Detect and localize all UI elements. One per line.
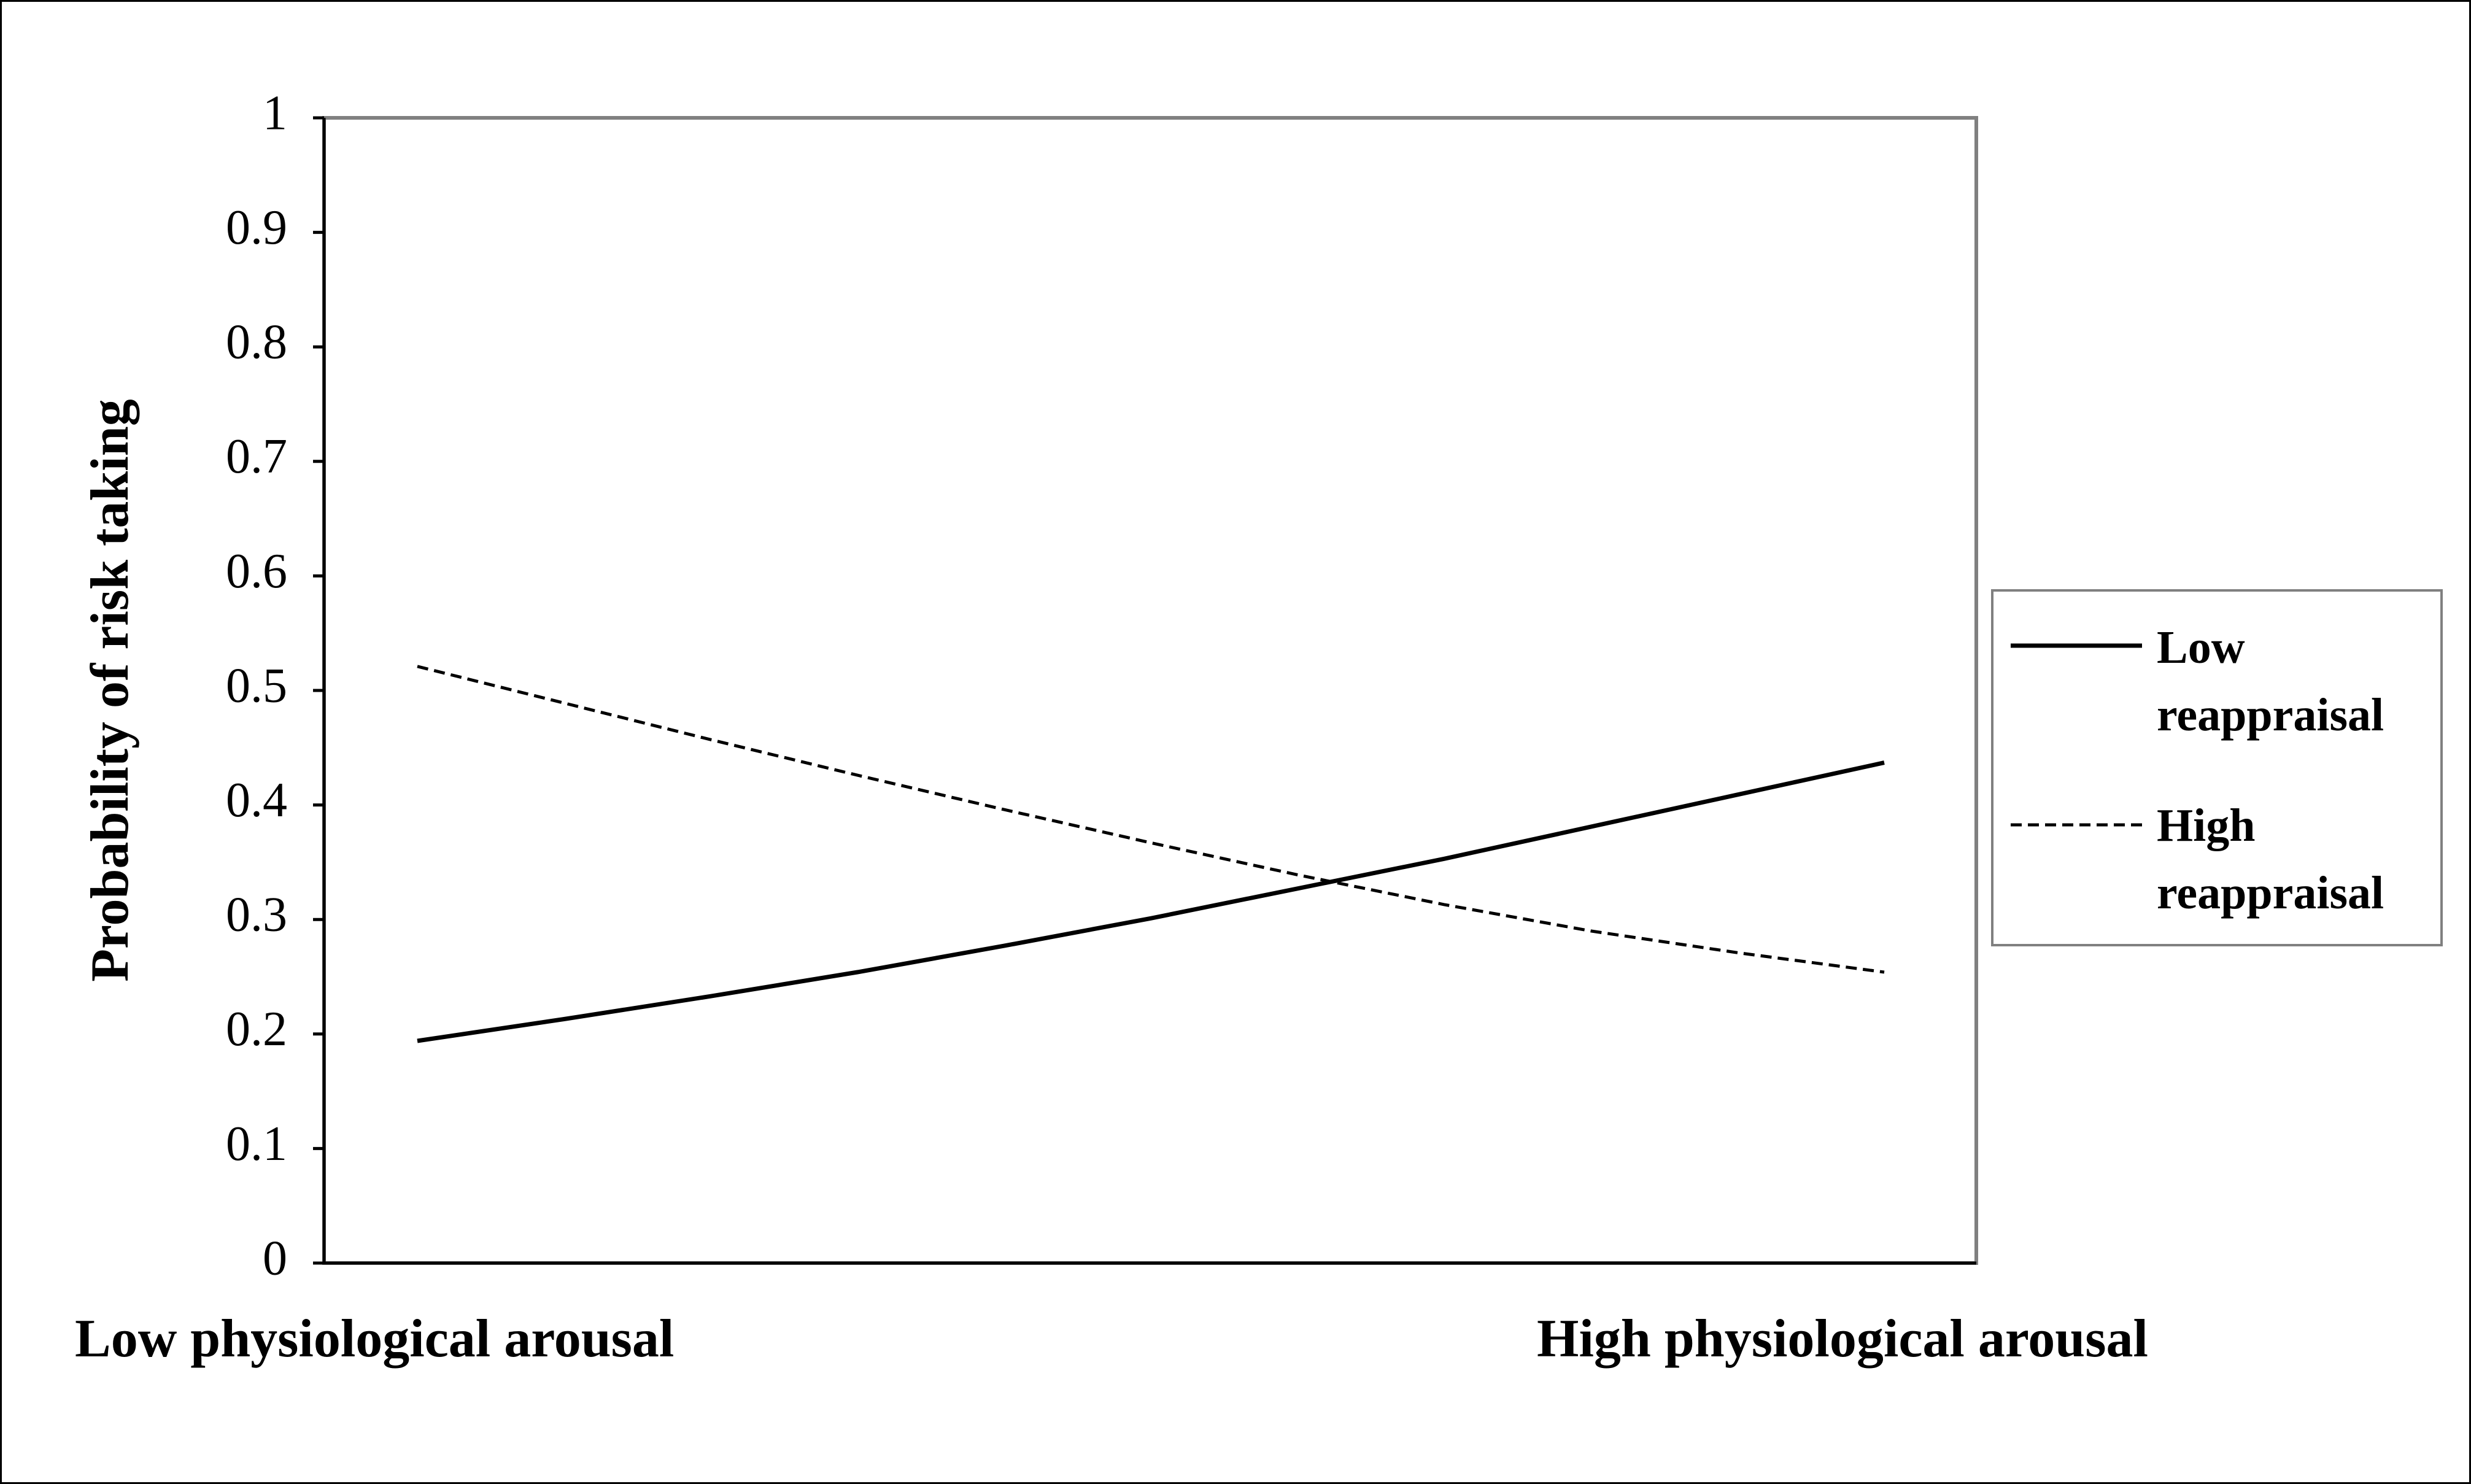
y-tick-label: 0.9 — [226, 201, 287, 255]
y-axis-ticks: 0 0.1 0.2 0.3 0.4 0.5 0.6 0.7 0.8 0.9 1 — [226, 86, 324, 1285]
legend-box — [1991, 589, 2443, 946]
x-category-label-low-arousal: Low physiological arousal — [75, 1309, 674, 1369]
legend: Low reappraisal High reappraisal — [1991, 589, 2443, 946]
series-layer — [417, 665, 1885, 1043]
x-category-label-high-arousal: High physiological arousal — [1537, 1309, 2148, 1369]
legend-label-high-reappraisal-line2: reappraisal — [2157, 867, 2384, 919]
y-tick-label: 0.7 — [226, 430, 287, 484]
y-tick-label: 0.5 — [226, 659, 287, 713]
series-line-low-reappraisal — [417, 760, 1885, 1043]
y-tick-label: 1 — [263, 86, 287, 140]
y-tick-label: 0.8 — [226, 315, 287, 369]
legend-label-low-reappraisal-line2: reappraisal — [2157, 689, 2384, 741]
series-line-high-reappraisal — [417, 665, 1885, 974]
legend-label-high-reappraisal-line1: High — [2157, 800, 2256, 851]
y-axis-title: Probability of risk taking — [80, 399, 140, 981]
y-tick-label: 0 — [263, 1231, 287, 1285]
y-tick-label: 0.1 — [226, 1117, 287, 1171]
plot-area — [322, 116, 1978, 1265]
y-tick-label: 0.3 — [226, 888, 287, 942]
legend-label-low-reappraisal-line1: Low — [2157, 622, 2245, 673]
y-tick-label: 0.4 — [226, 773, 287, 827]
y-tick-label: 0.6 — [226, 544, 287, 598]
y-tick-label: 0.2 — [226, 1002, 287, 1056]
